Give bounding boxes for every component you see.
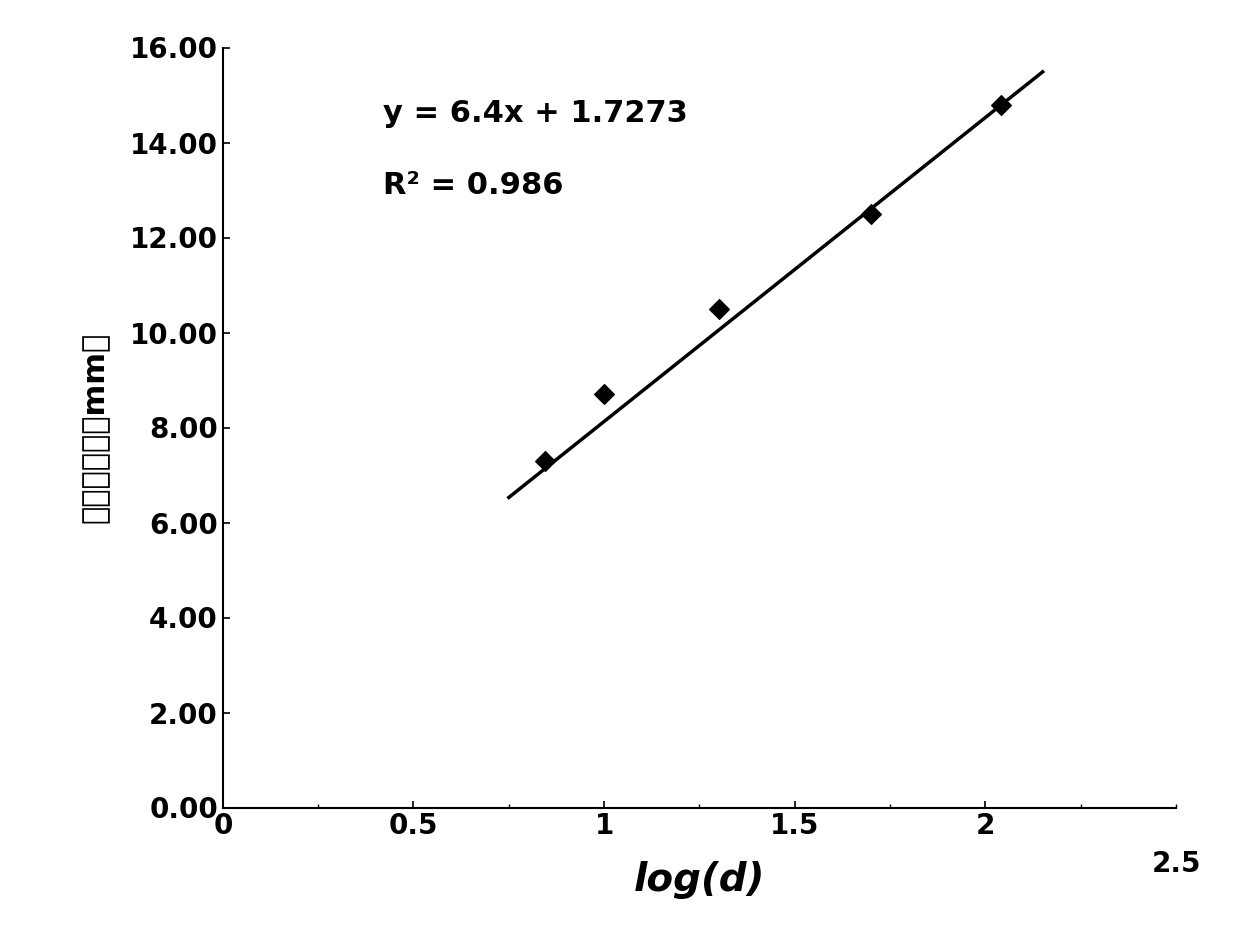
Y-axis label: 抑菌圈直径（mm）: 抑菌圈直径（mm） (80, 332, 109, 523)
Point (535, 453, 555, 468)
X-axis label: log(d): log(d) (634, 862, 765, 900)
Point (992, 97, 1011, 112)
Text: R² = 0.986: R² = 0.986 (383, 171, 563, 200)
Point (594, 387, 614, 402)
Point (709, 301, 729, 316)
Text: y = 6.4x + 1.7273: y = 6.4x + 1.7273 (383, 100, 688, 128)
Text: 2.5: 2.5 (1151, 850, 1201, 878)
Point (860, 206, 880, 221)
